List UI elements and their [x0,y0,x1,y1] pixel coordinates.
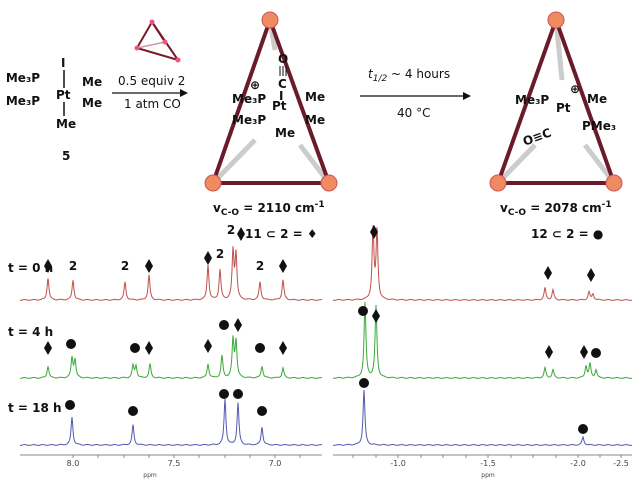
nu-sub: C-O [508,208,527,218]
diamond-marker [544,266,552,280]
spectrum [20,246,322,300]
circle-marker [359,378,369,388]
reagent-bold: 2 [178,74,186,88]
compound-label: 12 ⊂ 2 = ● [531,227,603,241]
diamond-marker [204,339,212,353]
nu: v [500,201,508,215]
t-rest: ~ 4 hours [387,67,450,81]
diamond-marker [279,259,287,273]
spectra: t = 0 h t = 4 h t = 18 h 8.0 7.5 7.0 ppm… [8,261,632,479]
diamond-marker [44,341,52,355]
reagent-text: 0.5 equiv [118,74,174,88]
step1: 0.5 equiv 2 1 atm CO [112,20,188,112]
spectrum [333,390,632,446]
atom: O≡C [521,126,553,149]
compound-label: 5 [62,149,70,163]
diamond-marker [145,341,153,355]
circle-marker [591,348,601,358]
tick-label: 7.0 [269,459,282,468]
step2: t1/2 ~ 4 hours 40 °C [360,67,471,120]
circle-marker [66,339,76,349]
atom: PMe₃ [582,119,616,133]
diamond-marker [580,345,588,359]
diamond-marker [145,259,153,273]
tick-label: -2.5 [613,459,629,468]
circle-marker [219,320,229,330]
tick-label: 7.5 [168,459,181,468]
tick-label: -1.0 [390,459,406,468]
axis-unit: ppm [143,472,157,479]
atom: Me [82,96,102,110]
trace-label: t = 18 h [8,401,62,415]
atom: Pt [556,101,571,115]
nu-sup: -1 [315,200,325,210]
diamond-marker [204,251,212,265]
nu-value: = 2078 cm [526,201,602,215]
stretch: vC-O = 2110 cm-1 [213,200,325,218]
peak-label: 2 [227,223,235,237]
atom: ⊕ [570,82,580,96]
atom: Me₃P [6,71,40,85]
atom: Pt [56,88,71,102]
circle-marker [578,424,588,434]
circle-marker [233,389,243,399]
conditions: 40 °C [397,106,430,120]
peak-label: 2 [216,247,224,261]
circle-marker [358,306,368,316]
intermediate: O C ⊕ Me₃P Pt Me Me₃P Me Me I vC-O = 211… [205,12,337,241]
atom: Me₃P [232,92,266,106]
circle-marker [257,406,267,416]
compound-label: 11 ⊂ 2 = ♦ [245,227,318,241]
circle-marker [128,406,138,416]
reactant: Me₃P Me₃P Pt Me Me Me I 5 [6,56,102,163]
atom: Me [82,75,102,89]
tick-label: -2.0 [570,459,586,468]
nu-sup: -1 [602,200,612,210]
peak-label: 2 [69,259,77,273]
diamond-marker [234,318,242,332]
circle-marker [130,343,140,353]
half-life: t1/2 ~ 4 hours [368,67,450,84]
spectrum [20,335,322,378]
diamond-marker [545,345,553,359]
atom: Me [305,90,325,104]
nu-value: = 2110 cm [239,201,315,215]
atom: O [278,52,288,66]
axis-unit: ppm [481,472,495,479]
diamond-marker [587,268,595,282]
figure: Me₃P Me₃P Pt Me Me Me I 5 0.5 equiv 2 1 … [0,0,644,497]
stretch: vC-O = 2078 cm-1 [500,200,612,218]
peak-label: 2 [121,259,129,273]
conditions: 1 atm CO [124,97,181,111]
atom: I [279,89,283,103]
atom: Me₃P [6,94,40,108]
atom: Me [305,113,325,127]
circle-marker [65,400,75,410]
nu: v [213,201,221,215]
atom: Me₃P [515,93,549,107]
diamond-marker [372,309,380,323]
atom: Me₃P [232,113,266,127]
atom: Me [56,117,76,131]
atom: ⊕ [250,78,260,92]
atom: I [61,56,65,70]
product: ⊕ Me₃P Pt Me O≡C PMe₃ vC-O = 2078 cm-1 1… [490,12,622,241]
t-sub: 1/2 [373,74,388,84]
nu-sub: C-O [221,208,240,218]
circle-marker [219,389,229,399]
tick-label: 8.0 [67,459,80,468]
peak-label: 2 [256,259,264,273]
tick-label: -1.5 [480,459,496,468]
atom: Me [275,126,295,140]
trace-label: t = 4 h [8,325,53,339]
circle-marker [255,343,265,353]
diamond-marker [237,227,245,241]
reagent: 0.5 equiv 2 [118,74,185,88]
atom: Me [587,92,607,106]
diamond-marker [279,341,287,355]
